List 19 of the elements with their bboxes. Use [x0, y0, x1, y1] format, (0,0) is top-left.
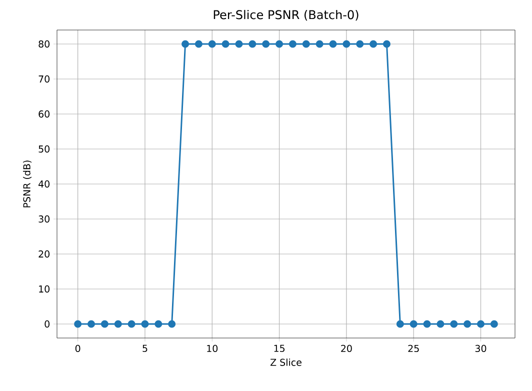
- y-tick-label: 60: [38, 110, 50, 118]
- y-tick-label: 20: [38, 250, 50, 258]
- chart-title: Per-Slice PSNR (Batch-0): [214, 10, 358, 21]
- x-tick-label: 10: [207, 344, 218, 352]
- y-tick-label: 10: [39, 285, 50, 293]
- x-tick-label: 25: [408, 344, 419, 352]
- y-tick-label: 30: [38, 215, 50, 223]
- x-tick-label: 15: [274, 344, 285, 352]
- y-tick-label: 80: [38, 40, 50, 48]
- x-axis-title: Z Slice: [270, 358, 302, 366]
- x-tick-label: 5: [142, 344, 148, 352]
- y-tick-label: 70: [38, 75, 50, 83]
- y-tick-label: 0: [44, 320, 50, 328]
- y-axis-title: PSNR (dB): [23, 160, 32, 208]
- x-tick-label: 30: [475, 344, 486, 352]
- y-tick-label: 50: [38, 145, 50, 153]
- x-tick-label: 20: [341, 344, 352, 352]
- x-tick-label: 0: [75, 344, 80, 352]
- y-tick-label: 40: [38, 180, 50, 188]
